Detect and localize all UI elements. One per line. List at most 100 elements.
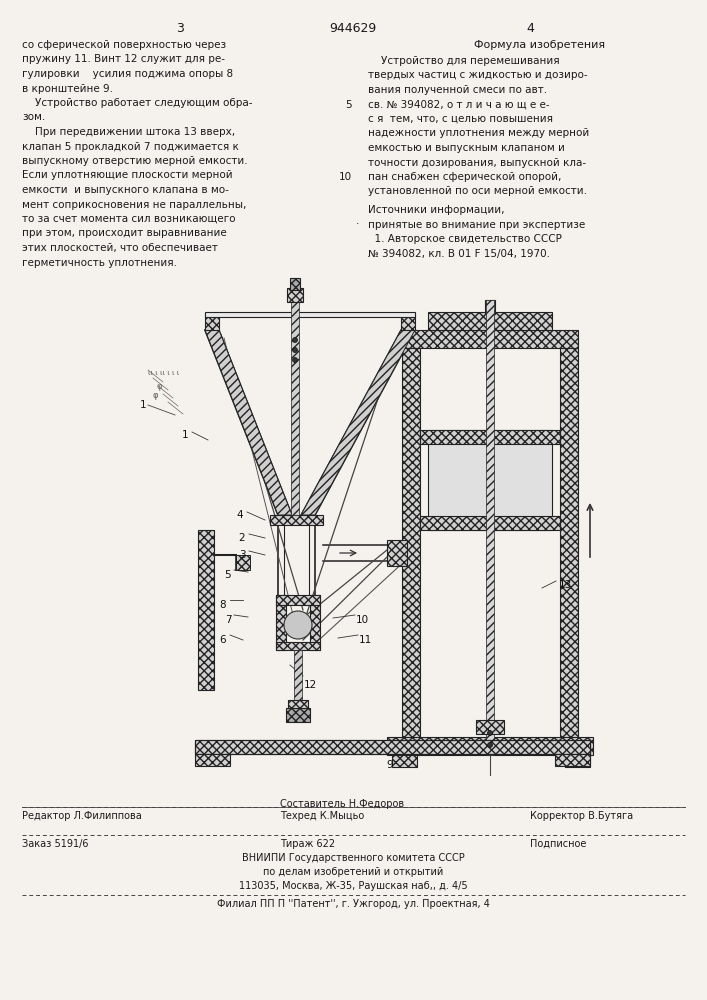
Bar xyxy=(195,754,230,766)
Bar xyxy=(205,312,415,317)
Text: пан снабжен сферической опорой,: пан снабжен сферической опорой, xyxy=(368,172,561,182)
Circle shape xyxy=(293,358,298,362)
Text: 11: 11 xyxy=(358,635,372,645)
Text: мент соприкосновения не параллельны,: мент соприкосновения не параллельны, xyxy=(22,200,246,210)
Text: выпускному отверстию мерной емкости.: выпускному отверстию мерной емкости. xyxy=(22,156,247,166)
Bar xyxy=(476,720,504,734)
Text: 4: 4 xyxy=(526,22,534,35)
Text: Техред К.Мыцьо: Техред К.Мыцьо xyxy=(280,811,364,821)
Bar xyxy=(286,708,310,722)
Text: точности дозирования, выпускной кла-: точности дозирования, выпускной кла- xyxy=(368,157,586,167)
Text: св. № 394082, о т л и ч а ю щ е е-: св. № 394082, о т л и ч а ю щ е е- xyxy=(368,100,549,109)
Bar xyxy=(290,278,300,290)
Text: Тираж 622: Тираж 622 xyxy=(280,839,335,849)
Text: емкостью и выпускным клапаном и: емкостью и выпускным клапаном и xyxy=(368,143,565,153)
Text: Подписное: Подписное xyxy=(530,839,586,849)
Text: 3: 3 xyxy=(176,22,184,35)
Bar xyxy=(236,555,250,570)
Text: № 394082, кл. В 01 F 15/04, 1970.: № 394082, кл. В 01 F 15/04, 1970. xyxy=(368,248,550,258)
Bar xyxy=(486,300,494,755)
Bar xyxy=(270,515,323,525)
Text: надежности уплотнения между мерной: надежности уплотнения между мерной xyxy=(368,128,589,138)
Text: Заказ 5191/6: Заказ 5191/6 xyxy=(22,839,88,849)
Text: 10: 10 xyxy=(339,172,352,182)
Bar xyxy=(565,755,590,767)
Text: 2: 2 xyxy=(239,533,245,543)
Bar xyxy=(310,595,320,650)
Circle shape xyxy=(488,730,493,736)
Text: При передвижении штока 13 вверх,: При передвижении штока 13 вверх, xyxy=(22,127,235,137)
Circle shape xyxy=(488,742,493,748)
Text: герметичность уплотнения.: герметичность уплотнения. xyxy=(22,257,177,267)
Text: с я  тем, что, с целью повышения: с я тем, что, с целью повышения xyxy=(368,114,553,124)
Bar xyxy=(401,314,415,330)
Text: в кронштейне 9.: в кронштейне 9. xyxy=(22,84,113,94)
Text: со сферической поверхностью через: со сферической поверхностью через xyxy=(22,40,226,50)
Text: 5: 5 xyxy=(225,570,231,580)
Text: φ: φ xyxy=(157,382,163,391)
Text: по делам изобретений и открытий: по делам изобретений и открытий xyxy=(263,867,443,877)
Text: при этом, происходит выравнивание: при этом, происходит выравнивание xyxy=(22,229,227,238)
Text: 1: 1 xyxy=(140,400,146,410)
Polygon shape xyxy=(205,330,292,515)
Text: гулировки    усилия поджима опоры 8: гулировки усилия поджима опоры 8 xyxy=(22,69,233,79)
Text: Если уплотняющие плоскости мерной: Если уплотняющие плоскости мерной xyxy=(22,170,233,180)
Text: зом.: зом. xyxy=(22,112,45,122)
Text: Устройство для перемешивания: Устройство для перемешивания xyxy=(368,56,560,66)
Text: φ: φ xyxy=(152,390,158,399)
Bar xyxy=(387,737,593,755)
Text: 10: 10 xyxy=(356,615,368,625)
Circle shape xyxy=(293,338,298,342)
Polygon shape xyxy=(301,330,415,515)
Bar xyxy=(276,642,320,650)
Bar xyxy=(276,595,320,605)
Text: Составитель Н.Федоров: Составитель Н.Федоров xyxy=(280,799,404,809)
Text: 944629: 944629 xyxy=(329,22,377,35)
Text: 3: 3 xyxy=(239,550,245,560)
Text: 5: 5 xyxy=(346,100,352,109)
Text: 113035, Москва, Ж-35, Раушская наб,, д. 4/5: 113035, Москва, Ж-35, Раушская наб,, д. … xyxy=(239,881,467,891)
Text: Корректор В.Бутяга: Корректор В.Бутяга xyxy=(530,811,633,821)
Bar xyxy=(205,314,219,330)
Bar xyxy=(428,430,552,530)
Text: ·: · xyxy=(356,220,359,230)
Text: вания полученной смеси по авт.: вания полученной смеси по авт. xyxy=(368,85,547,95)
Text: Филиал ПП П ''Патент'', г. Ужгород, ул. Проектная, 4: Филиал ПП П ''Патент'', г. Ужгород, ул. … xyxy=(216,899,489,909)
Text: 8: 8 xyxy=(220,600,226,610)
Text: то за счет момента сил возникающего: то за счет момента сил возникающего xyxy=(22,214,235,224)
Bar xyxy=(420,430,560,444)
Text: этих плоскостей, что обеспечивает: этих плоскостей, что обеспечивает xyxy=(22,243,218,253)
Bar xyxy=(195,740,590,754)
Text: 12: 12 xyxy=(303,680,317,690)
Bar xyxy=(392,755,417,767)
Text: клапан 5 прокладкой 7 поджимается к: клапан 5 прокладкой 7 поджимается к xyxy=(22,141,239,151)
Circle shape xyxy=(293,348,298,353)
Text: ιι ι ιι ι ι ι: ιι ι ιι ι ι ι xyxy=(148,370,180,376)
Text: емкости  и выпускного клапана в мо-: емкости и выпускного клапана в мо- xyxy=(22,185,229,195)
Text: ВНИИПИ Государственного комитета СССР: ВНИИПИ Государственного комитета СССР xyxy=(242,853,464,863)
Text: 13: 13 xyxy=(559,580,572,590)
Bar xyxy=(198,530,214,690)
Text: 6: 6 xyxy=(220,635,226,645)
Bar xyxy=(555,754,590,766)
Bar xyxy=(420,516,560,530)
Bar xyxy=(387,540,407,566)
Bar xyxy=(428,312,552,330)
Text: твердых частиц с жидкостью и дозиро-: твердых частиц с жидкостью и дозиро- xyxy=(368,70,588,81)
Text: 4: 4 xyxy=(237,510,243,520)
Text: установленной по оси мерной емкости.: установленной по оси мерной емкости. xyxy=(368,186,587,196)
Text: Источники информации,: Источники информации, xyxy=(368,205,505,215)
Text: 1. Авторское свидетельство СССР: 1. Авторское свидетельство СССР xyxy=(368,234,562,244)
Text: Устройство работает следующим обра-: Устройство работает следующим обра- xyxy=(22,98,252,108)
Text: принятые во внимание при экспертизе: принятые во внимание при экспертизе xyxy=(368,220,585,230)
Bar xyxy=(485,300,495,314)
Bar xyxy=(294,650,302,700)
Bar xyxy=(402,348,420,755)
Circle shape xyxy=(284,611,312,639)
Bar xyxy=(288,700,308,710)
Text: 1: 1 xyxy=(182,430,188,440)
Bar xyxy=(560,348,578,755)
Bar xyxy=(276,595,286,650)
Bar xyxy=(287,288,303,302)
Text: Формула изобретения: Формула изобретения xyxy=(474,40,606,50)
